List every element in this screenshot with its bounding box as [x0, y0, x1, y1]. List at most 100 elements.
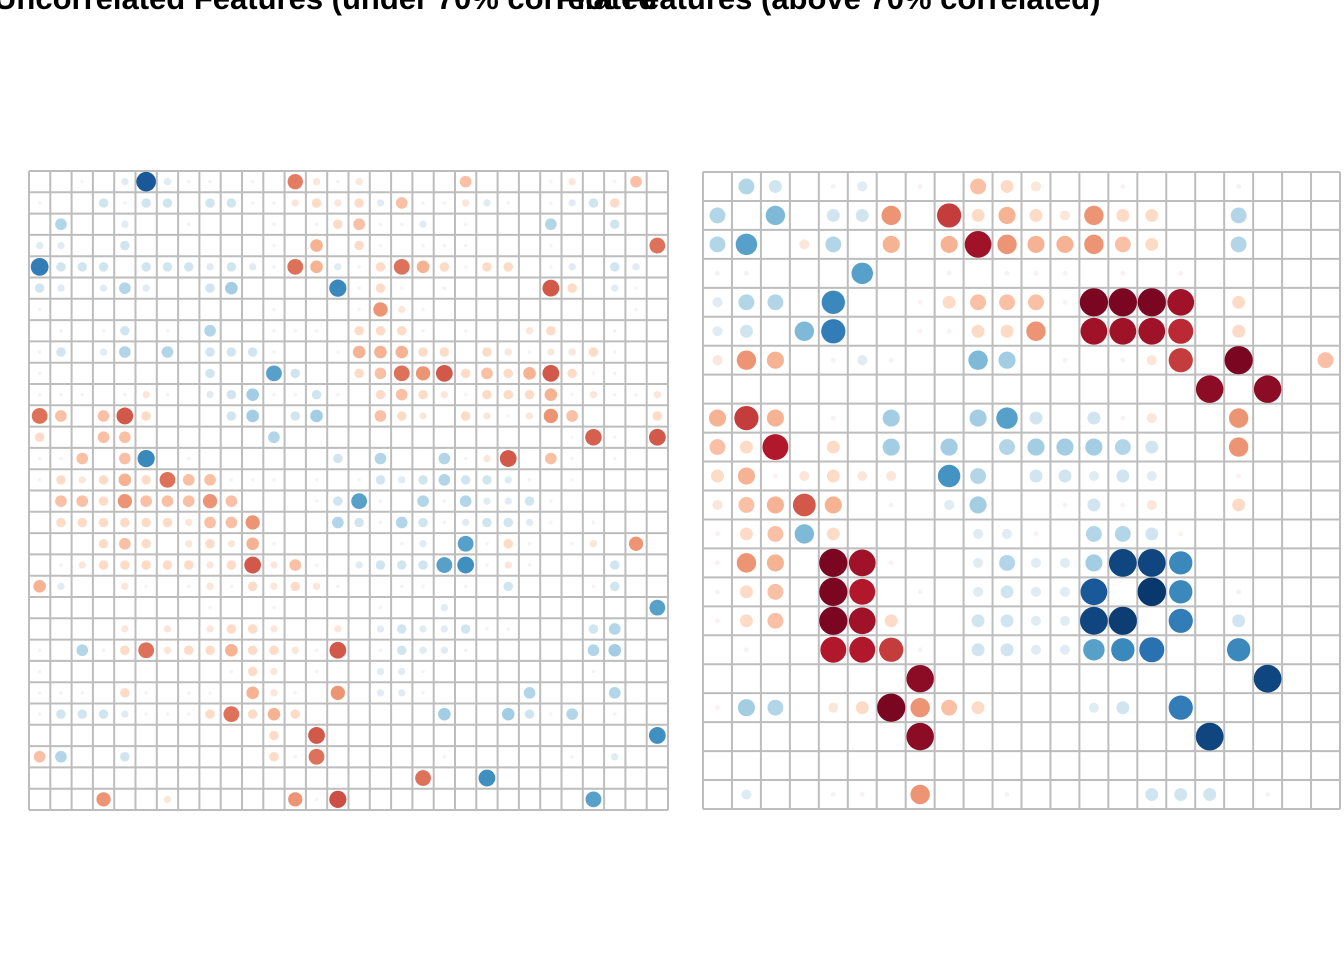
- right-correlation-dot: [712, 499, 723, 511]
- left-correlation-dot: [37, 350, 42, 354]
- left-correlation-dot: [649, 237, 666, 254]
- left-correlation-dot: [503, 389, 514, 400]
- left-correlation-dot: [588, 624, 599, 634]
- left-correlation-dot: [547, 348, 555, 356]
- left-correlation-dot: [333, 453, 343, 464]
- left-correlation-dot: [336, 179, 340, 184]
- left-correlation-dot: [463, 584, 468, 589]
- left-correlation-dot: [312, 177, 321, 186]
- right-correlation-dot: [1030, 644, 1041, 655]
- left-correlation-dot: [56, 475, 66, 485]
- left-correlation-dot: [80, 691, 85, 695]
- left-correlation-dot: [612, 712, 617, 716]
- left-correlation-dot: [310, 239, 323, 252]
- left-correlation-dot: [421, 243, 425, 248]
- chart-title-right: Plot Features (above 70% correlated): [556, 0, 1100, 14]
- right-correlation-dot: [1085, 526, 1102, 542]
- left-correlation-dot: [141, 198, 151, 208]
- left-correlation-dot: [527, 478, 532, 482]
- left-correlation-dot: [353, 218, 365, 231]
- left-correlation-dot: [393, 258, 410, 275]
- left-correlation-dot: [460, 624, 471, 634]
- left-correlation-dot: [478, 769, 496, 787]
- left-correlation-dot: [185, 540, 193, 548]
- left-correlation-dot: [118, 473, 132, 487]
- left-correlation-dot: [439, 347, 450, 357]
- left-correlation-dot: [333, 496, 343, 506]
- right-correlation-dot: [888, 560, 894, 566]
- left-correlation-dot: [357, 286, 361, 290]
- left-correlation-dot: [418, 560, 428, 570]
- left-correlation-dot: [293, 392, 298, 397]
- left-correlation-dot: [144, 712, 148, 716]
- left-correlation-dot: [549, 265, 553, 269]
- right-correlation-dot: [970, 178, 986, 195]
- left-correlation-dot: [59, 328, 63, 333]
- left-correlation-dot: [182, 474, 195, 486]
- right-correlation-dot: [999, 294, 1015, 311]
- left-correlation-dot: [419, 625, 427, 633]
- left-correlation-dot: [165, 712, 170, 716]
- right-correlation-dot: [1029, 411, 1043, 425]
- right-correlation-dot: [1168, 348, 1193, 373]
- left-correlation-dot: [308, 727, 325, 744]
- left-correlation-dot: [223, 706, 240, 723]
- left-correlation-dot: [332, 516, 344, 529]
- right-correlation-dot: [1059, 644, 1070, 655]
- left-correlation-dot: [357, 307, 361, 312]
- left-correlation-dot: [439, 262, 450, 272]
- right-correlation-dot: [917, 183, 923, 189]
- left-correlation-dot: [272, 478, 276, 482]
- left-correlation-dot: [162, 517, 173, 528]
- left-correlation-dot: [378, 243, 383, 248]
- right-correlation-dot: [1145, 237, 1159, 251]
- left-correlation-dot: [589, 540, 598, 548]
- right-correlation-dot: [886, 471, 897, 482]
- right-correlation-dot: [709, 236, 726, 253]
- right-correlation-dot: [737, 467, 755, 485]
- left-correlation-dot: [225, 516, 238, 529]
- right-correlation-dot: [714, 618, 720, 624]
- left-correlation-dot: [55, 410, 67, 422]
- left-correlation-dot: [186, 691, 191, 695]
- left-correlation-dot: [185, 518, 193, 527]
- left-correlation-dot: [59, 563, 63, 567]
- left-correlation-dot: [352, 345, 366, 359]
- left-correlation-dot: [246, 686, 259, 700]
- left-correlation-dot: [418, 347, 428, 357]
- right-correlation-dot: [910, 784, 930, 805]
- right-correlation-dot: [1232, 614, 1246, 628]
- right-correlation-dot: [1059, 557, 1070, 568]
- left-correlation-dot: [378, 499, 383, 503]
- left-correlation-dot: [247, 347, 258, 357]
- left-correlation-dot: [121, 625, 129, 633]
- right-correlation-dot: [794, 321, 815, 341]
- right-correlation-dot: [739, 585, 753, 599]
- left-correlation-dot: [376, 199, 385, 207]
- right-correlation-dot: [830, 415, 836, 421]
- left-correlation-dot: [459, 175, 472, 188]
- right-correlation-dot: [1080, 578, 1108, 606]
- left-correlation-dot: [442, 499, 447, 503]
- right-correlation-dot: [1145, 440, 1159, 454]
- left-correlation-dot: [206, 263, 214, 271]
- left-correlation-dot: [419, 646, 427, 654]
- left-correlation-dot: [159, 471, 176, 488]
- left-correlation-dot: [208, 691, 212, 695]
- left-correlation-dot: [310, 260, 323, 274]
- left-correlation-dot: [98, 475, 109, 485]
- right-correlation-dot: [766, 351, 784, 369]
- left-correlation-dot: [549, 520, 553, 525]
- left-correlation-dot: [246, 409, 259, 423]
- left-correlation-dot: [525, 518, 534, 527]
- left-correlation-dot: [375, 325, 386, 336]
- left-correlation-dot: [78, 561, 86, 569]
- left-correlation-dot: [608, 623, 621, 635]
- left-correlation-dot: [628, 536, 644, 551]
- left-correlation-dot: [162, 198, 173, 208]
- left-correlation-dot: [591, 669, 596, 674]
- left-correlation-dot: [421, 328, 425, 333]
- left-correlation-dot: [482, 262, 492, 272]
- left-correlation-dot: [205, 538, 215, 549]
- left-correlation-dot: [418, 517, 428, 528]
